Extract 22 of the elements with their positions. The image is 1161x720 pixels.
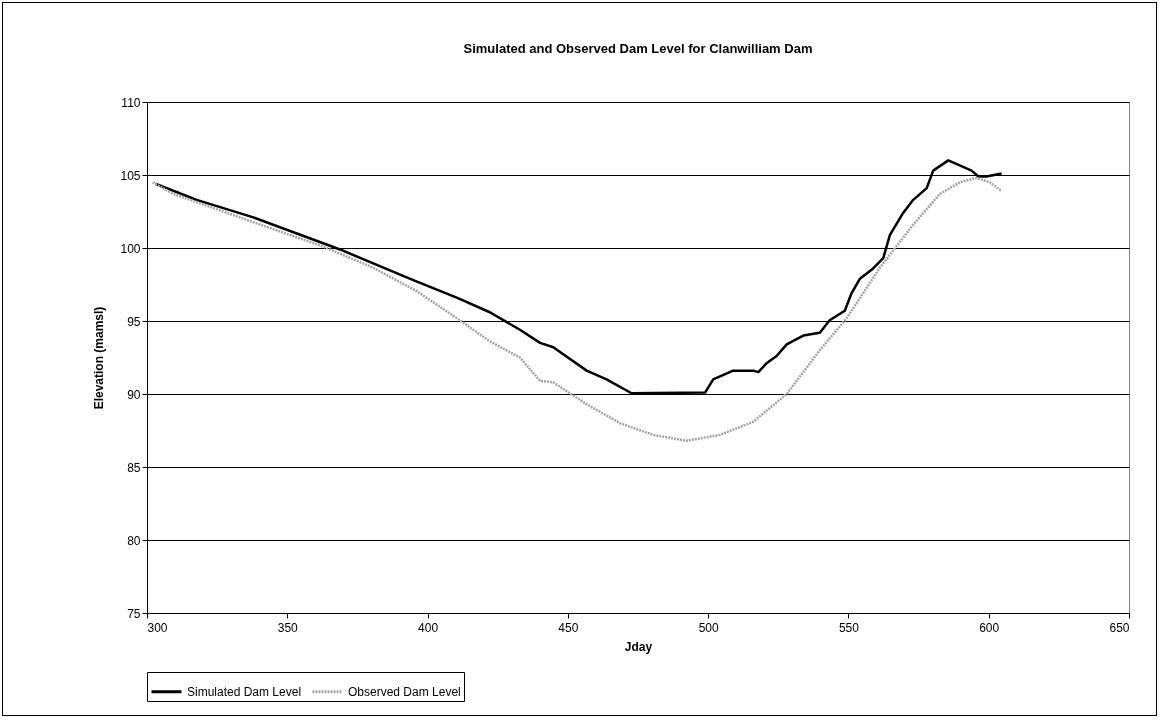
x-tick-label: 300 (147, 620, 168, 635)
legend-label: Simulated Dam Level (187, 684, 302, 699)
x-tick-label: 550 (838, 620, 860, 635)
y-tick-label: 75 (127, 606, 141, 621)
y-tick-label: 80 (127, 533, 141, 548)
y-tick-label: 85 (127, 460, 141, 475)
y-axis-title: Elevation (mamsl) (92, 306, 107, 410)
x-tick-label: 400 (418, 620, 439, 635)
x-tick-label: 650 (1109, 620, 1130, 635)
x-tick-label: 450 (558, 620, 579, 635)
chart-title: Simulated and Observed Dam Level for Clanwilliam Dam (463, 41, 813, 56)
x-tick-label: 350 (277, 620, 299, 635)
y-tick-label: 100 (120, 241, 141, 256)
y-tick-label: 105 (120, 168, 141, 183)
y-tick-label: 110 (121, 95, 141, 110)
x-axis-title: Jday (624, 639, 653, 654)
x-tick-label: 500 (698, 620, 719, 635)
x-tick-label: 600 (979, 620, 1000, 635)
line-series (151, 176, 1003, 442)
y-tick-label: 95 (127, 314, 141, 329)
y-tick-label: 90 (127, 387, 141, 402)
legend-label: Observed Dam Level (348, 684, 461, 699)
